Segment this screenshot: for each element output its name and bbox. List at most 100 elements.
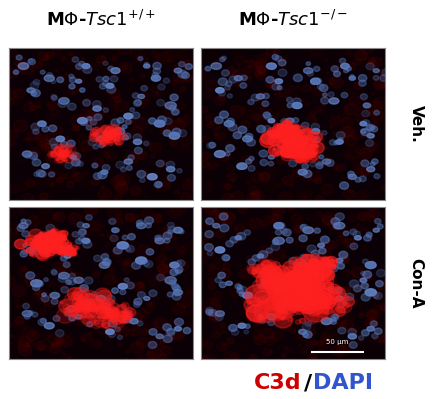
Circle shape: [115, 327, 120, 332]
Circle shape: [298, 152, 302, 154]
Circle shape: [49, 234, 52, 235]
Circle shape: [48, 335, 51, 338]
Circle shape: [39, 247, 52, 257]
Circle shape: [128, 233, 135, 240]
Circle shape: [54, 146, 60, 152]
Circle shape: [114, 100, 128, 112]
Circle shape: [106, 295, 115, 302]
Circle shape: [83, 99, 90, 105]
Circle shape: [320, 110, 325, 113]
Circle shape: [275, 288, 295, 305]
Circle shape: [305, 338, 317, 348]
Circle shape: [156, 160, 164, 167]
Circle shape: [110, 235, 118, 241]
Circle shape: [44, 278, 48, 281]
Circle shape: [308, 262, 323, 274]
Circle shape: [157, 255, 166, 262]
Circle shape: [153, 57, 159, 62]
Circle shape: [342, 320, 353, 329]
Circle shape: [305, 154, 311, 158]
Circle shape: [325, 295, 336, 303]
Circle shape: [173, 286, 181, 292]
Circle shape: [64, 293, 81, 307]
Circle shape: [326, 257, 337, 266]
Circle shape: [350, 75, 354, 79]
Circle shape: [137, 170, 146, 178]
Circle shape: [98, 305, 101, 308]
Circle shape: [48, 241, 54, 245]
Circle shape: [166, 105, 168, 107]
Circle shape: [62, 352, 64, 354]
Text: M$\Phi$-$\it{Tsc1}$$^{+/+}$: M$\Phi$-$\it{Tsc1}$$^{+/+}$: [46, 10, 156, 30]
Circle shape: [12, 286, 26, 296]
Circle shape: [322, 310, 324, 312]
Circle shape: [284, 132, 293, 139]
Circle shape: [255, 269, 265, 277]
Circle shape: [249, 218, 262, 229]
Circle shape: [51, 238, 57, 243]
Circle shape: [100, 135, 110, 143]
Ellipse shape: [267, 278, 276, 283]
Circle shape: [161, 341, 164, 343]
Ellipse shape: [113, 128, 125, 135]
Circle shape: [246, 301, 269, 320]
Circle shape: [300, 154, 305, 158]
Ellipse shape: [173, 290, 183, 295]
Circle shape: [347, 285, 359, 294]
Circle shape: [297, 151, 306, 158]
Circle shape: [185, 75, 193, 81]
Circle shape: [261, 268, 270, 275]
Circle shape: [291, 299, 293, 301]
Circle shape: [66, 280, 71, 284]
Circle shape: [83, 233, 88, 238]
Circle shape: [85, 117, 92, 122]
Circle shape: [175, 261, 189, 272]
Circle shape: [299, 344, 301, 346]
Circle shape: [254, 271, 262, 277]
Circle shape: [319, 272, 328, 280]
Ellipse shape: [124, 159, 133, 164]
Circle shape: [265, 336, 275, 345]
Circle shape: [35, 248, 49, 259]
Circle shape: [35, 239, 49, 251]
Circle shape: [313, 295, 330, 309]
Circle shape: [304, 287, 315, 297]
Circle shape: [85, 205, 97, 215]
Circle shape: [158, 116, 166, 123]
Circle shape: [111, 314, 124, 324]
Circle shape: [101, 254, 109, 260]
Circle shape: [289, 160, 297, 167]
Circle shape: [115, 173, 130, 185]
Circle shape: [66, 181, 74, 188]
Circle shape: [60, 151, 65, 155]
Circle shape: [32, 89, 40, 97]
Circle shape: [304, 102, 310, 107]
Circle shape: [144, 141, 152, 148]
Circle shape: [186, 178, 189, 180]
Circle shape: [300, 225, 306, 229]
Circle shape: [140, 178, 145, 182]
Circle shape: [205, 244, 213, 251]
Ellipse shape: [151, 75, 161, 81]
Circle shape: [46, 244, 47, 246]
Circle shape: [374, 97, 388, 109]
Circle shape: [311, 263, 320, 271]
Circle shape: [258, 246, 272, 257]
Circle shape: [58, 149, 65, 155]
Circle shape: [110, 304, 113, 307]
Circle shape: [68, 296, 74, 300]
Circle shape: [366, 125, 372, 130]
Circle shape: [284, 347, 292, 353]
Circle shape: [45, 244, 52, 250]
Circle shape: [260, 115, 264, 119]
Circle shape: [163, 335, 172, 342]
Circle shape: [38, 244, 51, 255]
Circle shape: [248, 166, 255, 171]
Circle shape: [370, 162, 375, 166]
Circle shape: [311, 149, 317, 154]
Circle shape: [246, 159, 252, 164]
Circle shape: [175, 318, 184, 326]
Circle shape: [103, 135, 111, 142]
Circle shape: [319, 261, 324, 265]
Circle shape: [254, 300, 280, 322]
